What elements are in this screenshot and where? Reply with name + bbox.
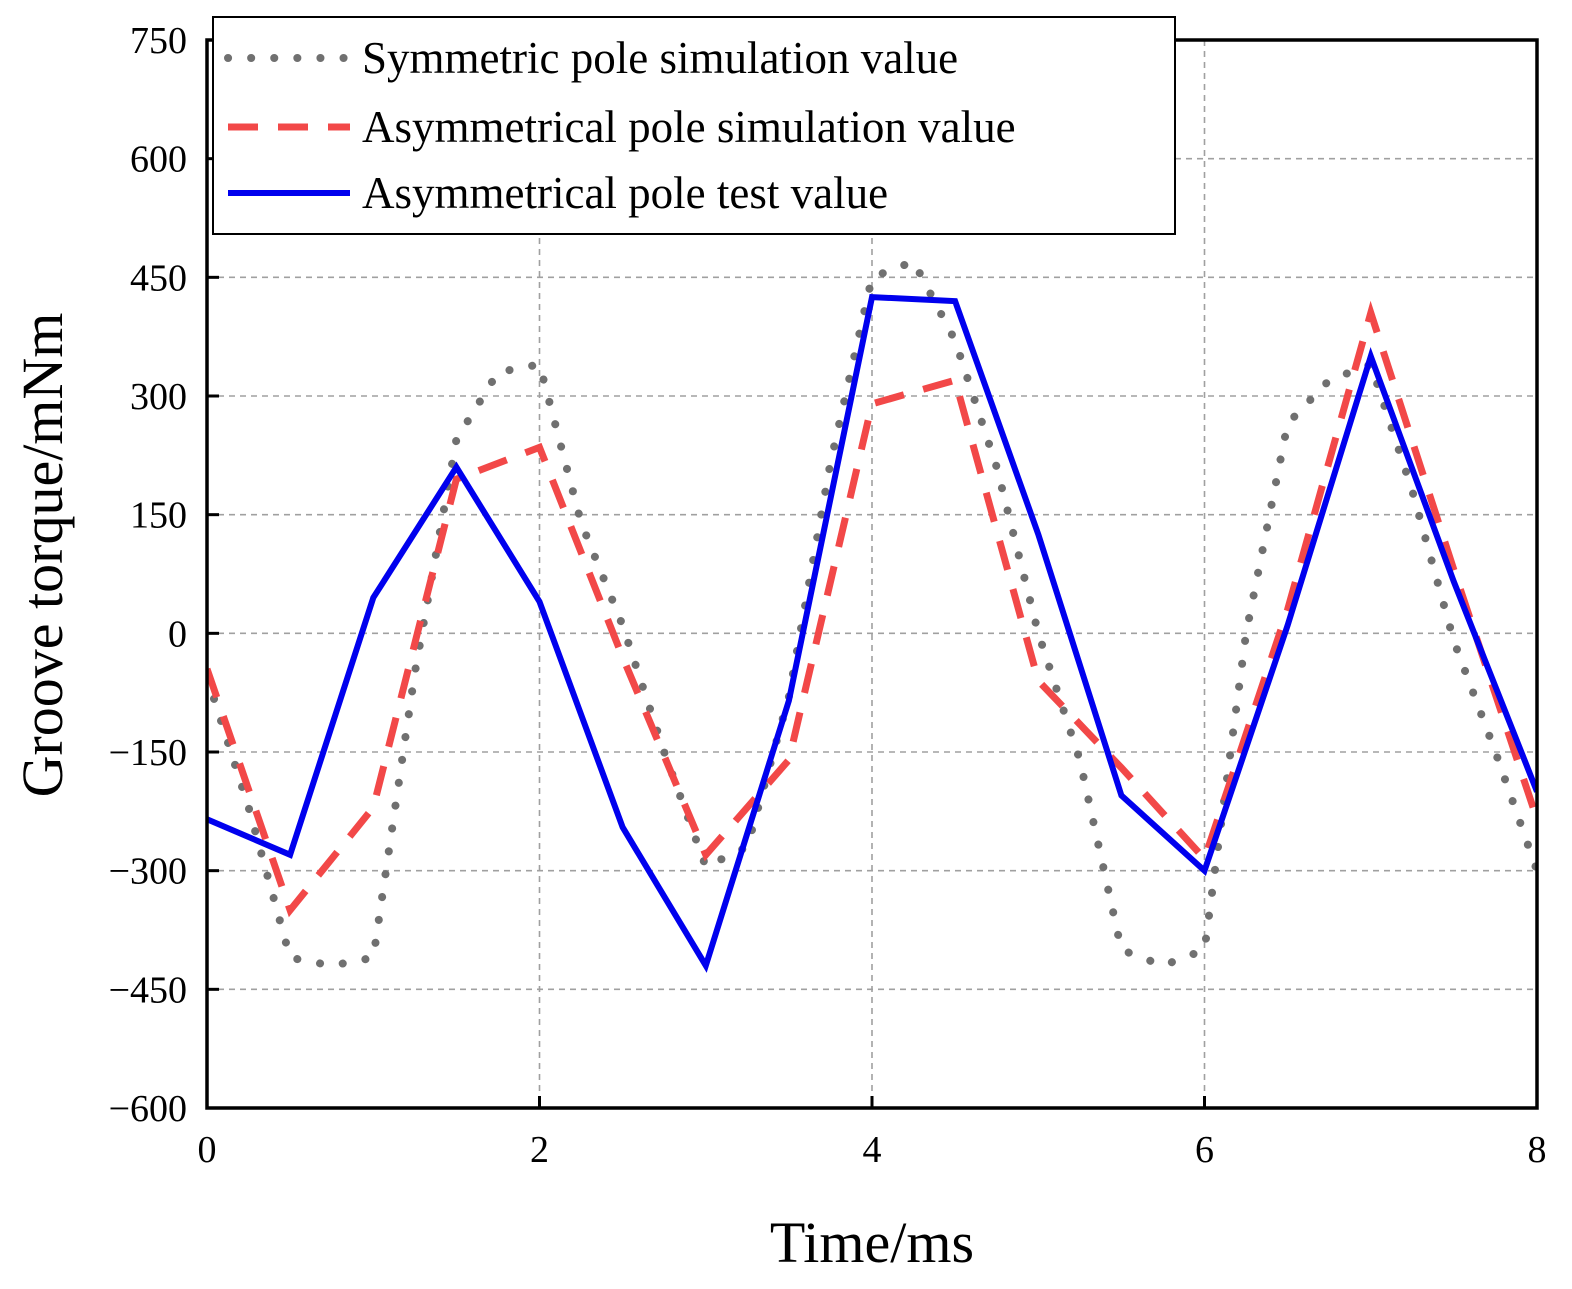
y-tick-label: 150 <box>130 495 187 537</box>
y-tick-label: 450 <box>130 257 187 299</box>
x-tick-label: 6 <box>1195 1129 1214 1171</box>
series-line-2 <box>207 300 1537 918</box>
legend-label-2: Asymmetrical pole simulation value <box>362 102 1016 152</box>
y-tick-label: 750 <box>130 20 187 62</box>
y-tick-label: −450 <box>109 969 187 1011</box>
legend-box <box>212 16 1176 235</box>
series-line-3 <box>207 293 1537 973</box>
ticks <box>205 38 1539 1110</box>
y-tick-label: −300 <box>109 851 187 893</box>
grid <box>207 40 1537 1108</box>
y-tick-label: 0 <box>168 613 187 655</box>
x-axis-title: Time/ms <box>770 1210 974 1275</box>
x-tick-label: 4 <box>863 1129 882 1171</box>
tick-labels: 0 2 4 6 8 −600 −450 −300 −150 0 150 300 450 600 750 <box>109 20 1547 1171</box>
x-tick-label: 8 <box>1528 1129 1547 1171</box>
series-layer <box>207 256 1537 973</box>
y-axis-title: Groove torque/mNm <box>10 313 75 798</box>
legend-label-3: Asymmetrical pole test value <box>362 168 888 218</box>
legend: Symmetric pole simulation value Asymmetri… <box>212 16 1176 235</box>
y-tick-label: −150 <box>109 732 187 774</box>
x-tick-label: 0 <box>198 1129 217 1171</box>
y-tick-label: −600 <box>109 1088 187 1130</box>
x-tick-label: 2 <box>530 1129 549 1171</box>
y-tick-label: 600 <box>130 139 187 181</box>
legend-label-1: Symmetric pole simulation value <box>362 33 958 83</box>
y-tick-label: 300 <box>130 376 187 418</box>
